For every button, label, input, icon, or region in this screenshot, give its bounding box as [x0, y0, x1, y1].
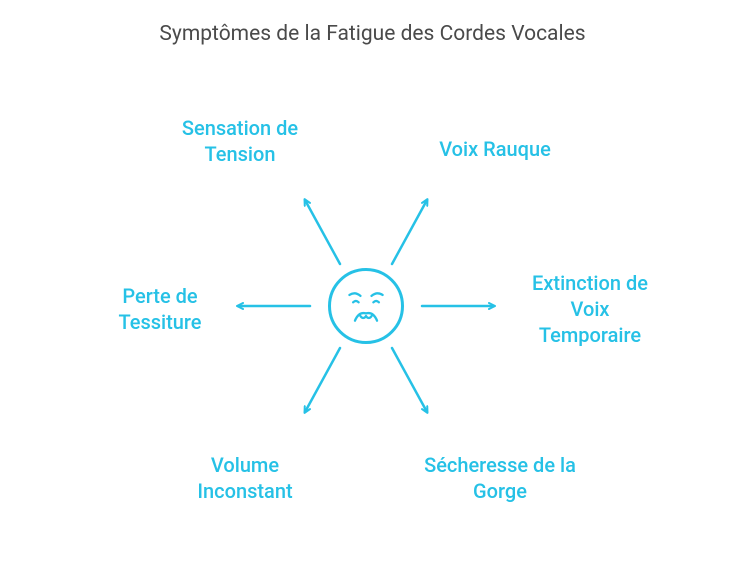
symptom-label-tessiture: Perte de Tessiture: [85, 283, 235, 335]
symptom-label-extinction: Extinction de Voix Temporaire: [505, 270, 675, 348]
symptom-label-tension: Sensation de Tension: [155, 115, 325, 167]
sad-face-icon: [328, 268, 404, 344]
radial-diagram: Sensation de Tension Voix Rauque Perte d…: [0, 0, 745, 588]
arrow-bottom-right: [392, 348, 427, 412]
symptom-label-secheresse: Sécheresse de la Gorge: [400, 452, 600, 504]
arrow-bottom-left: [305, 348, 340, 412]
symptom-label-volume: Volume Inconstant: [160, 452, 330, 504]
arrow-top-right: [392, 200, 427, 264]
arrow-top-left: [305, 200, 340, 264]
symptom-label-voix-rauque: Voix Rauque: [410, 136, 580, 162]
